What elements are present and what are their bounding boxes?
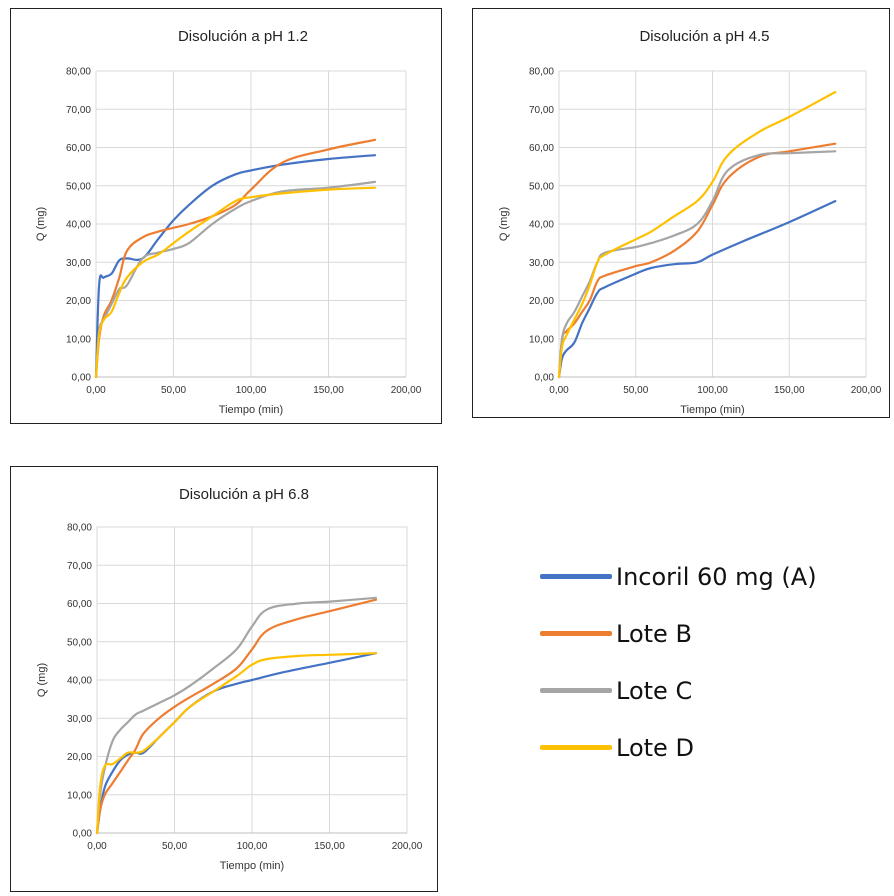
y-tick-label: 40,00 [66, 220, 91, 231]
y-tick-label: 30,00 [66, 258, 91, 269]
y-tick-label: 10,00 [529, 334, 554, 345]
y-tick-label: 30,00 [529, 258, 554, 269]
legend-item-a: Incoril 60 mg (A) [540, 548, 870, 605]
chart-title: Disolución a pH 4.5 [639, 28, 769, 45]
chart-title: Disolución a pH 6.8 [179, 486, 309, 503]
series-line-lote-c [557, 150, 837, 379]
y-axis-label: Q (mg) [35, 207, 47, 241]
y-tick-label: 20,00 [529, 296, 554, 307]
legend-label-a: Incoril 60 mg (A) [616, 562, 817, 591]
x-axis-label: Tiempo (min) [680, 404, 744, 416]
y-tick-label: 50,00 [66, 181, 91, 192]
y-tick-label: 10,00 [67, 790, 92, 801]
y-tick-label: 50,00 [529, 181, 554, 192]
y-tick-label: 40,00 [67, 676, 92, 687]
y-tick-label: 80,00 [66, 67, 91, 78]
y-tick-label: 20,00 [67, 752, 92, 763]
y-tick-label: 70,00 [67, 561, 92, 572]
chart-ph-6-8: Disolución a pH 6.8 0,00 10,00 20,00 30,00 40… [10, 466, 438, 892]
legend-item-d: Lote D [540, 719, 870, 776]
x-axis-label: Tiempo (min) [220, 860, 284, 872]
y-tick-label: 60,00 [529, 143, 554, 154]
chart-ph-4-5: Disolución a pH 4.5 0,00 10,00 20,00 30,00 40… [472, 8, 890, 418]
legend-item-b: Lote B [540, 605, 870, 662]
series-line-lote-d [94, 186, 377, 379]
chart-ph-1-2: Disolución a pH 1.2 0,00 10,00 20,00 30,00 40… [10, 8, 442, 424]
legend-label-d: Lote D [616, 733, 694, 762]
x-axis-label: Tiempo (min) [219, 404, 283, 416]
y-tick-label: 70,00 [66, 105, 91, 116]
x-tick-label: 0,00 [549, 385, 569, 396]
legend-label-c: Lote C [616, 676, 693, 705]
chart-svg-0: Disolución a pH 1.2 0,00 10,00 20,00 30,00 40… [35, 28, 422, 416]
series-line-lote-d [557, 90, 837, 379]
series-line-lote-c [94, 180, 377, 379]
x-tick-label: 200,00 [392, 841, 423, 852]
y-axis-label: Q (mg) [36, 663, 48, 697]
legend-label-b: Lote B [616, 619, 692, 648]
y-tick-label: 30,00 [67, 714, 92, 725]
y-tick-label: 0,00 [72, 373, 92, 384]
y-tick-label: 50,00 [67, 637, 92, 648]
series-line-lote-b [95, 598, 378, 835]
y-tick-label: 0,00 [535, 373, 555, 384]
series-line-lote-b [94, 138, 377, 379]
legend-swatch-a [540, 574, 612, 579]
series-line-lote-d [95, 652, 378, 835]
x-tick-label: 150,00 [313, 385, 344, 396]
legend: Incoril 60 mg (A) Lote B Lote C Lote D [540, 548, 870, 762]
legend-swatch-c [540, 688, 612, 693]
series-line-lote-b [557, 142, 837, 379]
y-tick-label: 40,00 [529, 220, 554, 231]
y-tick-label: 60,00 [67, 599, 92, 610]
y-tick-label: 60,00 [66, 143, 91, 154]
x-tick-label: 50,00 [623, 385, 648, 396]
y-tick-label: 0,00 [73, 829, 93, 840]
x-tick-label: 50,00 [162, 841, 187, 852]
x-tick-label: 200,00 [391, 385, 422, 396]
y-axis-label: Q (mg) [498, 207, 510, 241]
chart-svg-1: Disolución a pH 4.5 0,00 10,00 20,00 30,00 40… [498, 28, 882, 416]
x-tick-label: 100,00 [237, 841, 268, 852]
legend-swatch-b [540, 631, 612, 636]
chart-title: Disolución a pH 1.2 [178, 28, 308, 45]
x-tick-label: 100,00 [236, 385, 267, 396]
y-tick-label: 80,00 [67, 523, 92, 534]
y-tick-label: 20,00 [66, 296, 91, 307]
x-tick-label: 50,00 [161, 385, 186, 396]
series-line-incoril-60-mg-a [557, 200, 837, 379]
x-tick-label: 200,00 [851, 385, 882, 396]
x-tick-label: 100,00 [697, 385, 728, 396]
x-tick-label: 150,00 [314, 841, 345, 852]
chart-svg-2: Disolución a pH 6.8 0,00 10,00 20,00 30,00 40… [36, 486, 423, 872]
y-tick-label: 70,00 [529, 105, 554, 116]
x-tick-label: 150,00 [774, 385, 805, 396]
series-line-lote-c [95, 596, 378, 835]
y-tick-label: 10,00 [66, 334, 91, 345]
legend-swatch-d [540, 745, 612, 750]
y-tick-label: 80,00 [529, 67, 554, 78]
legend-item-c: Lote C [540, 662, 870, 719]
x-tick-label: 0,00 [86, 385, 106, 396]
series-line-incoril-60-mg-a [94, 154, 377, 379]
x-tick-label: 0,00 [87, 841, 107, 852]
